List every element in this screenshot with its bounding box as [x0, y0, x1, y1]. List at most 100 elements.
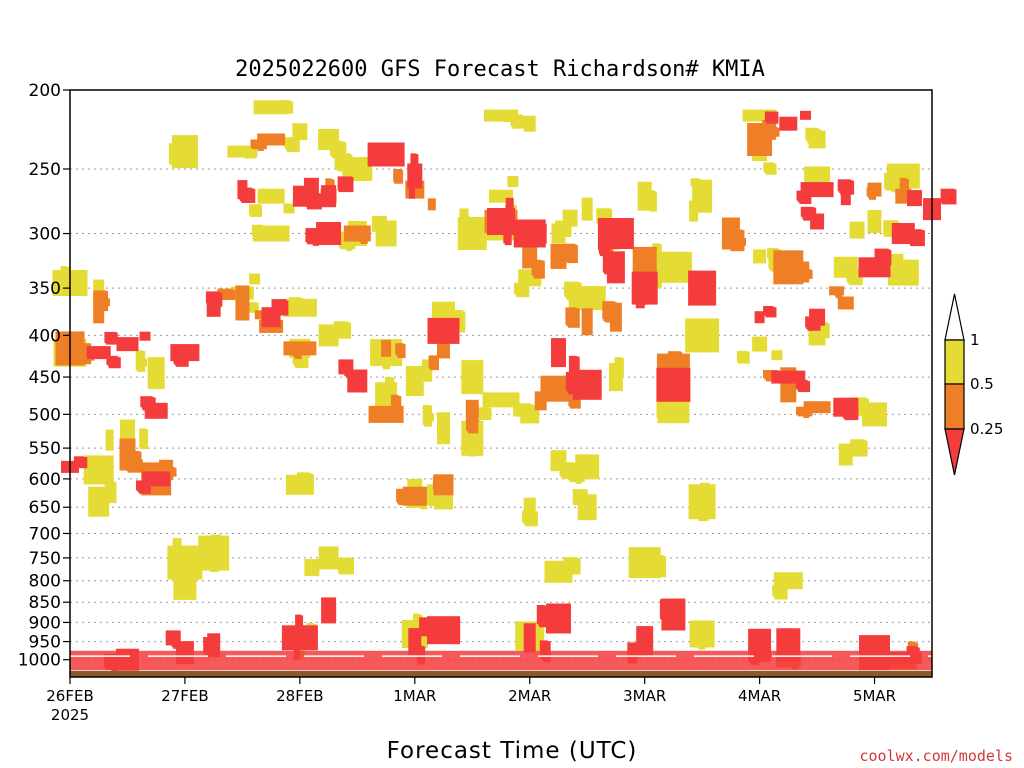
x-tick-label: 26FEB: [46, 687, 93, 705]
y-tick-label: 550: [29, 439, 61, 459]
y-tick-label: 750: [29, 549, 61, 569]
richardson-cell: [840, 180, 855, 195]
richardson-cell: [147, 357, 165, 390]
richardson-cell: [76, 457, 88, 469]
credit-link[interactable]: coolwx.com/models: [859, 747, 1013, 765]
richardson-cell: [257, 188, 285, 204]
richardson-cell: [538, 223, 547, 244]
richardson-cell: [303, 177, 319, 194]
richardson-cell: [283, 203, 295, 214]
richardson-cell: [387, 377, 395, 398]
plot-frame: [69, 89, 933, 678]
richardson-cell: [346, 233, 353, 251]
richardson-cell: [840, 187, 851, 206]
richardson-cell: [249, 273, 261, 285]
x-axis: 26FEB 27FEB 28FEB 1MAR 2MAR 3MAR 4MAR 5MAR 2025: [46, 677, 896, 724]
richardson-cell: [304, 559, 320, 577]
richardson-cell: [429, 492, 439, 501]
richardson-cell: [877, 250, 892, 265]
richardson-cell: [658, 556, 667, 578]
richardson-cell: [581, 308, 593, 336]
richardson-cell: [175, 546, 185, 556]
richardson-cell: [116, 337, 139, 352]
richardson-cell: [571, 356, 580, 378]
richardson-cell: [457, 311, 466, 333]
plot-area: [52, 89, 957, 678]
richardson-cell: [895, 255, 902, 274]
richardson-cell: [212, 535, 223, 546]
richardson-cell: [241, 189, 256, 203]
x-axis-label: Forecast Time (UTC): [387, 738, 638, 764]
richardson-cell: [282, 101, 294, 114]
richardson-cell: [798, 381, 811, 393]
richardson-cell: [572, 369, 602, 400]
richardson-cell: [292, 123, 308, 141]
richardson-cell: [398, 490, 408, 506]
richardson-cell: [274, 300, 289, 316]
richardson-cell: [437, 412, 450, 445]
richardson-cell: [523, 623, 536, 653]
richardson-cell: [803, 207, 817, 221]
richardson-cell: [247, 302, 259, 313]
richardson-cell: [779, 116, 798, 131]
richardson-cell: [907, 190, 922, 207]
richardson-cell: [803, 408, 810, 419]
y-tick-label: 1000: [18, 651, 61, 671]
richardson-cell: [658, 406, 668, 415]
x-tick-label: 2MAR: [508, 687, 551, 705]
richardson-cell: [654, 251, 664, 260]
richardson-cell: [444, 322, 452, 342]
x-tick-label: 1MAR: [393, 687, 436, 705]
y-tick-label: 400: [29, 326, 61, 346]
richardson-cell: [254, 226, 267, 240]
richardson-cell: [605, 261, 616, 269]
richardson-cell: [424, 360, 433, 382]
richardson-cell: [175, 353, 189, 367]
y-tick-label: 900: [29, 613, 61, 633]
richardson-cell: [220, 290, 236, 300]
richardson-cell: [337, 154, 353, 172]
richardson-cell: [173, 631, 179, 649]
richardson-cell: [867, 210, 882, 233]
legend-swatch-0.25-0.5: [944, 383, 965, 430]
chart-title: 2025022600 GFS Forecast Richardson# KMIA: [235, 57, 765, 82]
richardson-cell: [691, 179, 701, 188]
richardson-cell: [338, 177, 354, 193]
richardson-cell: [849, 221, 865, 239]
richardson-cell: [312, 228, 319, 246]
richardson-cell: [581, 197, 593, 221]
richardson-cell: [671, 376, 682, 386]
richardson-cell: [286, 138, 300, 153]
y-tick-label: 300: [29, 225, 61, 245]
y-tick-label: 450: [29, 368, 61, 388]
richardson-cell: [604, 302, 618, 323]
richardson-cell: [852, 440, 868, 457]
legend-swatch-0.5-1: [944, 339, 965, 385]
richardson-cell: [108, 357, 121, 369]
richardson-cell: [662, 607, 673, 616]
richardson-cell: [523, 115, 536, 132]
y-tick-label: 250: [29, 160, 61, 180]
richardson-cell: [638, 295, 649, 305]
richardson-cell: [329, 601, 337, 621]
richardson-cell: [785, 636, 796, 646]
richardson-cell: [869, 188, 876, 200]
richardson-cell: [546, 603, 571, 634]
richardson-cell: [138, 481, 151, 494]
richardson-cell: [209, 563, 219, 572]
richardson-cell: [139, 331, 151, 341]
richardson-cell: [394, 169, 404, 184]
richardson-cell: [565, 558, 581, 575]
richardson-cell: [415, 614, 423, 635]
richardson-cell: [105, 429, 114, 451]
richardson-cell: [316, 222, 342, 245]
richardson-cell: [941, 189, 957, 205]
richardson-cell: [752, 336, 768, 352]
richardson-cell: [636, 626, 654, 658]
richardson-cell: [339, 558, 354, 575]
low-level-band: [70, 650, 932, 671]
richardson-cell: [601, 242, 611, 251]
legend-label-0.5: 0.5: [970, 375, 994, 393]
richardson-cell: [140, 429, 149, 450]
